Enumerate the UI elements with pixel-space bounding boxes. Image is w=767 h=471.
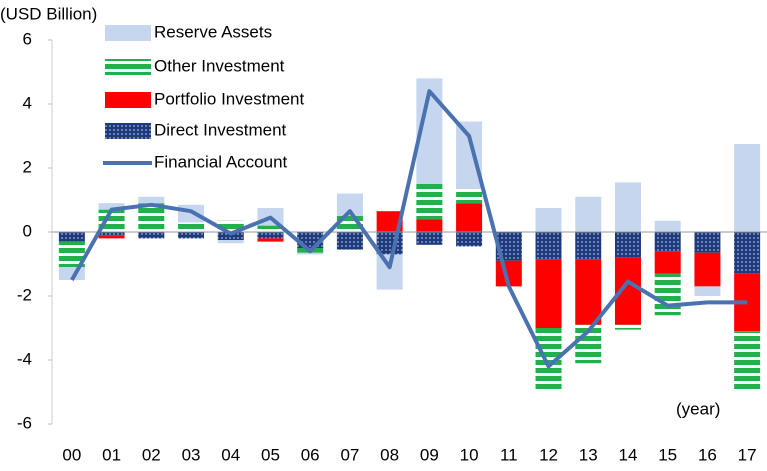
x-tick-label: 16: [698, 445, 717, 464]
unit-annotation: (USD Billion): [0, 4, 97, 23]
x-tick-label: 04: [221, 445, 240, 464]
bar-segment: [98, 232, 125, 236]
legend-label: Other Investment: [154, 56, 285, 75]
x-tick-label: 01: [102, 445, 121, 464]
x-annotation: (year): [676, 399, 720, 418]
x-tick-label: 09: [420, 445, 439, 464]
y-tick-label: 2: [23, 157, 32, 176]
bar-segment: [734, 232, 761, 274]
bar-segment: [575, 196, 602, 232]
x-tick-label: 08: [380, 445, 399, 464]
bar-segment: [694, 252, 721, 287]
bar-segment: [217, 240, 244, 244]
bar-segment: [614, 324, 641, 330]
legend-swatch: [105, 92, 151, 108]
bar-segment: [416, 219, 443, 232]
bar-segment: [456, 232, 483, 247]
bar-segment: [654, 220, 681, 232]
y-tick-label: 6: [23, 29, 32, 48]
y-tick-label: -4: [17, 349, 32, 368]
bar-segment: [456, 188, 483, 204]
bar-segment: [456, 203, 483, 232]
x-tick-label: 13: [579, 445, 598, 464]
x-tick-label: 03: [182, 445, 201, 464]
bar-segment: [654, 232, 681, 252]
bar-segment: [257, 225, 284, 232]
y-tick-label: -6: [17, 413, 32, 432]
bar-segment: [614, 232, 641, 258]
bar-segment: [535, 232, 562, 260]
bar-segment: [654, 251, 681, 274]
bar-segment: [336, 193, 363, 216]
x-tick-label: 17: [738, 445, 757, 464]
x-tick-label: 12: [539, 445, 558, 464]
bar-segment: [535, 208, 562, 232]
bar-segment: [138, 232, 165, 239]
x-tick-label: 10: [460, 445, 479, 464]
x-tick-label: 14: [619, 445, 638, 464]
x-tick-label: 15: [658, 445, 677, 464]
bar-segment: [694, 232, 721, 253]
x-tick-label: 11: [500, 445, 518, 464]
bar-segment: [694, 286, 721, 296]
legend-label: Reserve Assets: [154, 22, 272, 41]
x-tick-label: 02: [142, 445, 161, 464]
bar-segment: [138, 196, 165, 204]
y-tick-label: -2: [17, 285, 32, 304]
bar-segment: [376, 211, 403, 232]
bar-segment: [178, 204, 205, 223]
bar-segment: [336, 232, 363, 250]
x-tick-label: 07: [340, 445, 359, 464]
bar-segment: [416, 184, 443, 220]
bar-segment: [535, 259, 562, 328]
bar-segment: [614, 182, 641, 232]
x-tick-label: 00: [62, 445, 81, 464]
bar-segment: [98, 209, 125, 232]
bar-segment: [217, 232, 244, 240]
y-tick-label: 0: [23, 221, 32, 240]
bar-segment: [98, 235, 125, 239]
bar-segment: [297, 252, 324, 255]
bar-segment: [575, 259, 602, 325]
y-tick-label: 4: [23, 93, 32, 112]
legend-label: Direct Investment: [154, 120, 287, 139]
bar-segment: [178, 232, 205, 239]
legend-swatch: [105, 25, 151, 41]
bar-segment: [456, 121, 483, 189]
line-series: [70, 89, 748, 369]
bar-segment: [575, 232, 602, 260]
bar-segment: [217, 220, 244, 232]
legend-label: Portfolio Investment: [154, 89, 305, 108]
legend-swatch: [105, 59, 151, 75]
bar-segment: [654, 273, 681, 316]
legend-label: Financial Account: [154, 152, 288, 171]
bar-segment: [178, 222, 205, 232]
legend-swatch: [105, 123, 151, 139]
bar-segment: [257, 232, 284, 239]
bar-segment: [734, 144, 761, 232]
bar-segment: [734, 331, 761, 391]
x-tick-label: 06: [301, 445, 320, 464]
bar-segment: [416, 232, 443, 245]
bar-segment: [98, 203, 125, 210]
bar-segment: [58, 232, 85, 242]
x-tick-label: 05: [261, 445, 280, 464]
bar-segment: [257, 238, 284, 242]
